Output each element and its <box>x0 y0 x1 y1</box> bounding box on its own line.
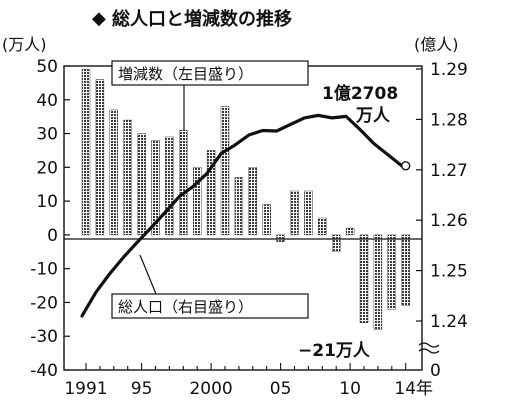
right-tick-label: 0 <box>430 361 441 381</box>
left-tick-label: -10 <box>30 260 58 280</box>
right-tick-label: 1.25 <box>430 262 468 282</box>
x-tick-label: 14年 <box>394 379 433 399</box>
bar <box>304 190 313 236</box>
bar <box>192 167 202 236</box>
x-axis: 1991 95 2000 05 10 14年 <box>64 363 433 399</box>
bar <box>387 234 396 310</box>
bar <box>345 227 355 236</box>
bar <box>220 106 230 236</box>
x-tick-label: 05 <box>270 379 292 399</box>
left-tick-label: 40 <box>36 91 58 111</box>
right-tick-label: 1.27 <box>430 161 468 181</box>
line-end-marker <box>401 161 411 171</box>
left-tick-label: 10 <box>36 192 58 212</box>
left-tick-label: 30 <box>36 125 58 145</box>
bar <box>109 109 119 236</box>
bar <box>165 136 174 236</box>
line-series-leader <box>139 254 157 295</box>
bar <box>206 150 216 236</box>
bar <box>332 234 341 252</box>
left-axis: 50 40 30 20 10 0 -10 -20 -30 -40 <box>30 57 70 381</box>
bar-series-label-box <box>111 60 309 86</box>
title-icon: ◆ <box>92 8 106 29</box>
line-series-label-box <box>111 293 309 319</box>
left-tick-label: -30 <box>30 327 58 347</box>
bar <box>290 190 299 236</box>
bar <box>248 167 258 236</box>
left-tick-label: -20 <box>30 293 58 313</box>
population-line <box>80 113 404 318</box>
right-axis-unit: (億人) <box>414 35 459 54</box>
bar <box>137 133 146 236</box>
left-tick-label: 50 <box>36 57 58 77</box>
x-tick-label: 2000 <box>189 379 232 399</box>
x-tick-label: 95 <box>131 379 153 399</box>
bar <box>151 140 160 236</box>
peak-annotation-line1: 1億2708 <box>322 83 398 104</box>
bar <box>318 217 327 236</box>
line-series-label: 総人口（右目盛り） <box>118 298 253 316</box>
bar-series-label: 増減数（左目盛り） <box>118 65 253 83</box>
line-series <box>80 113 411 318</box>
left-tick-label: 20 <box>36 158 58 178</box>
right-tick-label: 1.29 <box>430 60 468 80</box>
bar <box>359 234 369 323</box>
bar <box>234 177 244 236</box>
left-tick-label: 0 <box>47 226 58 246</box>
peak-annotation-line2: 万人 <box>355 106 391 126</box>
bar <box>262 204 271 236</box>
bar <box>276 234 285 242</box>
bar <box>373 234 383 330</box>
bar <box>179 129 188 236</box>
bar <box>123 119 132 236</box>
chart-title: 総人口と増減数の推移 <box>112 8 292 30</box>
drop-annotation: −21万人 <box>298 341 371 361</box>
bar-series <box>81 69 410 330</box>
bar <box>401 234 410 307</box>
left-axis-unit: (万人) <box>2 35 47 54</box>
bar <box>95 79 105 236</box>
x-tick-label: 1991 <box>64 379 107 399</box>
right-tick-label: 1.26 <box>430 211 468 231</box>
right-tick-label: 1.24 <box>430 312 468 332</box>
x-tick-label: 10 <box>339 379 361 399</box>
right-tick-label: 1.28 <box>430 110 468 130</box>
bar <box>81 69 91 236</box>
right-axis: 1.29 1.28 1.27 1.26 1.25 1.24 0 <box>416 60 468 381</box>
left-tick-label: -40 <box>30 361 58 381</box>
axis-break-mark <box>418 342 440 354</box>
